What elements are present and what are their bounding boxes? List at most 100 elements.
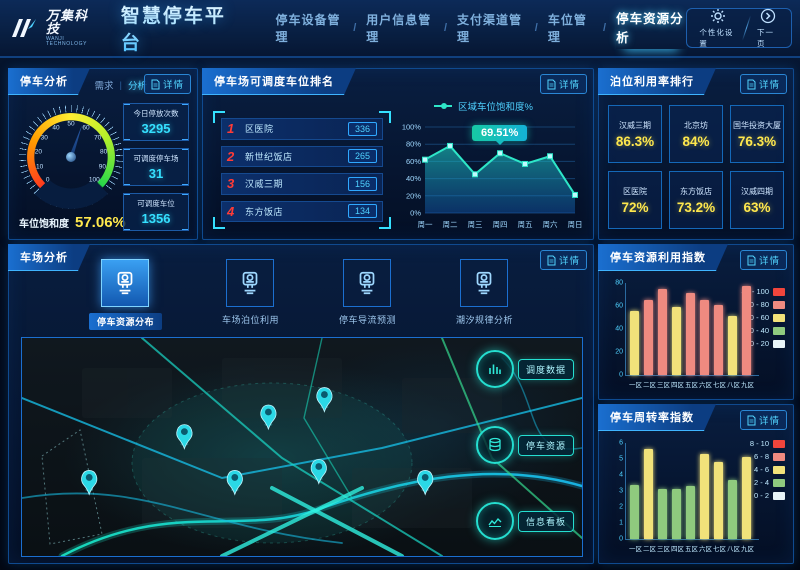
x-axis-label: 七区 [713,382,726,389]
bar [742,457,751,539]
legend-chip [773,478,785,487]
rank-number: 1 [227,121,235,137]
lot-tab-3[interactable]: 停车导流预测 [339,259,396,330]
svg-text:周日: 周日 [568,220,583,229]
map-button-label: 信息看板 [517,510,574,532]
utilization-value: 76.3% [737,133,777,149]
x-axis-label: 四区 [671,382,684,389]
detail-button[interactable]: 详情 [539,250,587,270]
nav-item-4[interactable]: 车位管理 [547,13,587,44]
map-pin-icon[interactable] [316,387,333,413]
y-axis-tick: 0 [619,535,623,543]
utilization-card: 北京坊 84% [669,105,723,163]
rank-number: 2 [227,148,235,164]
ranking-row: 1 区医院 336 [221,118,383,140]
nav-separator: / [443,22,448,34]
chart-legend: 8 - 10 6 - 8 4 - 6 2 - 4 0 - 2 [750,439,785,500]
logo-subtext: WANJI TECHNOLOGY [46,36,88,47]
lot-tab-1[interactable]: 停车资源分布 [88,259,162,330]
chart-tooltip: 69.51% [472,125,528,146]
tab-需求[interactable]: 需求 [94,81,114,92]
main-nav: 停车设备管理 / 用户信息管理 / 支付渠道管理 / 车位管理 / 停车资源分析 [275,8,686,49]
bar-plot-area: 0 1 2 3 4 5 6 [619,440,759,543]
tab-分析[interactable]: 分析 [127,81,147,92]
x-axis-label: 六区 [699,382,712,389]
legend-row: 0 - 20 [741,339,785,348]
bar [658,289,667,375]
x-axis-label: 二区 [643,546,656,553]
stat-label: 可调度车位 [137,199,175,208]
lot-name: 汉威四期 [741,186,773,196]
gauge-tick-label: 30 [40,134,48,142]
stat-card: 可调度停车场 31 [123,148,189,186]
gauge-tick-label: 100 [88,176,100,184]
lot-tab-label: 车场泊位利用 [221,315,279,325]
document-icon [747,79,756,89]
ranking-row: 2 新世纪饭店 265 [221,145,383,167]
parking-analysis-panel: 停车分析 需求 | 分析 详情 0 10 20 30 40 50 60 70 80 90 100 车位饱… [8,68,198,240]
nav-item-5[interactable]: 停车资源分析 [616,8,686,49]
ranking-list: 1 区医院 336 2 新世纪饭店 265 3 汉威三期 156 4 东方饭店 134 [213,111,391,229]
lot-name: 新世纪饭店 [245,151,293,162]
map-button-database[interactable]: 停车资源 [475,426,574,464]
document-icon [547,255,556,265]
tab-divider: | [119,79,122,91]
y-axis-tick: 5 [619,455,623,463]
gauge-tick-label: 0 [45,176,50,184]
map-button-bar-chart[interactable]: 调度数据 [475,350,574,388]
legend-chip [773,300,785,309]
ranking-row: 4 东方饭店 134 [221,200,383,222]
lot-tab-label: 潮汐规律分析 [455,315,513,325]
next-page-button[interactable]: 下一页 [757,8,779,49]
bar [630,311,639,375]
chart-legend: 80 - 100 60 - 80 40 - 60 20 - 40 0 - 20 [741,287,785,348]
document-icon [151,79,160,89]
legend-row: 80 - 100 [741,287,785,296]
detail-button[interactable]: 详情 [143,74,191,94]
settings-button[interactable]: 个性化设置 [699,8,736,49]
nav-item-1[interactable]: 停车设备管理 [275,13,341,44]
logo-text: 万集科技 [46,8,89,36]
lot-name: 国华投资大厦 [733,120,781,130]
utilization-card: 东方饭店 73.2% [669,171,723,229]
lot-tab-label: 停车资源分布 [88,313,162,330]
legend-label: 4 - 6 [753,465,769,474]
x-axis-label: 九区 [741,382,754,389]
document-icon [747,415,756,425]
map-pin-icon[interactable] [176,424,193,450]
detail-button[interactable]: 详情 [739,410,787,430]
nav-item-3[interactable]: 支付渠道管理 [457,13,523,44]
detail-button[interactable]: 详情 [539,74,587,94]
gauge-tick-label: 60 [82,124,90,132]
x-axis-label: 六区 [699,546,712,553]
stat-value: 1356 [141,211,171,226]
y-axis-tick: 3 [619,487,623,495]
map-pin-icon[interactable] [310,459,327,485]
x-axis-label: 五区 [685,382,698,389]
map-roads [22,338,582,556]
x-axis-label: 八区 [727,546,740,553]
map-pin-icon[interactable] [417,470,434,496]
map-button-trend[interactable]: 信息看板 [475,502,574,540]
saturation-area-chart: 0% 20% 40% 60% 80% 100% 周一 周二 周三 周四 周五 周六 周日 69.51% [399,113,585,231]
bar [714,305,723,375]
utilization-card: 国华投资大厦 76.3% [730,105,784,163]
detail-button[interactable]: 详情 [739,74,787,94]
lot-name: 区医院 [623,186,647,196]
map-pin-icon[interactable] [260,404,277,431]
nav-item-2[interactable]: 用户信息管理 [366,13,432,44]
map-pin-icon[interactable] [81,470,98,496]
legend-label: 60 - 80 [745,300,769,309]
lot-name: 汉威三期 [619,120,651,130]
legend-chip [773,287,785,296]
map-pin-icon[interactable] [226,470,243,496]
detail-button[interactable]: 详情 [739,250,787,270]
actions-divider [742,15,751,41]
x-axis-label: 九区 [741,546,754,553]
lot-tab-2[interactable]: 车场泊位利用 [222,259,279,330]
lot-tab-4[interactable]: 潮汐规律分析 [456,259,513,330]
utilization-card: 区医院 72% [608,171,662,229]
city-map[interactable]: 调度数据停车资源信息看板 [21,337,583,557]
bar [658,489,667,539]
